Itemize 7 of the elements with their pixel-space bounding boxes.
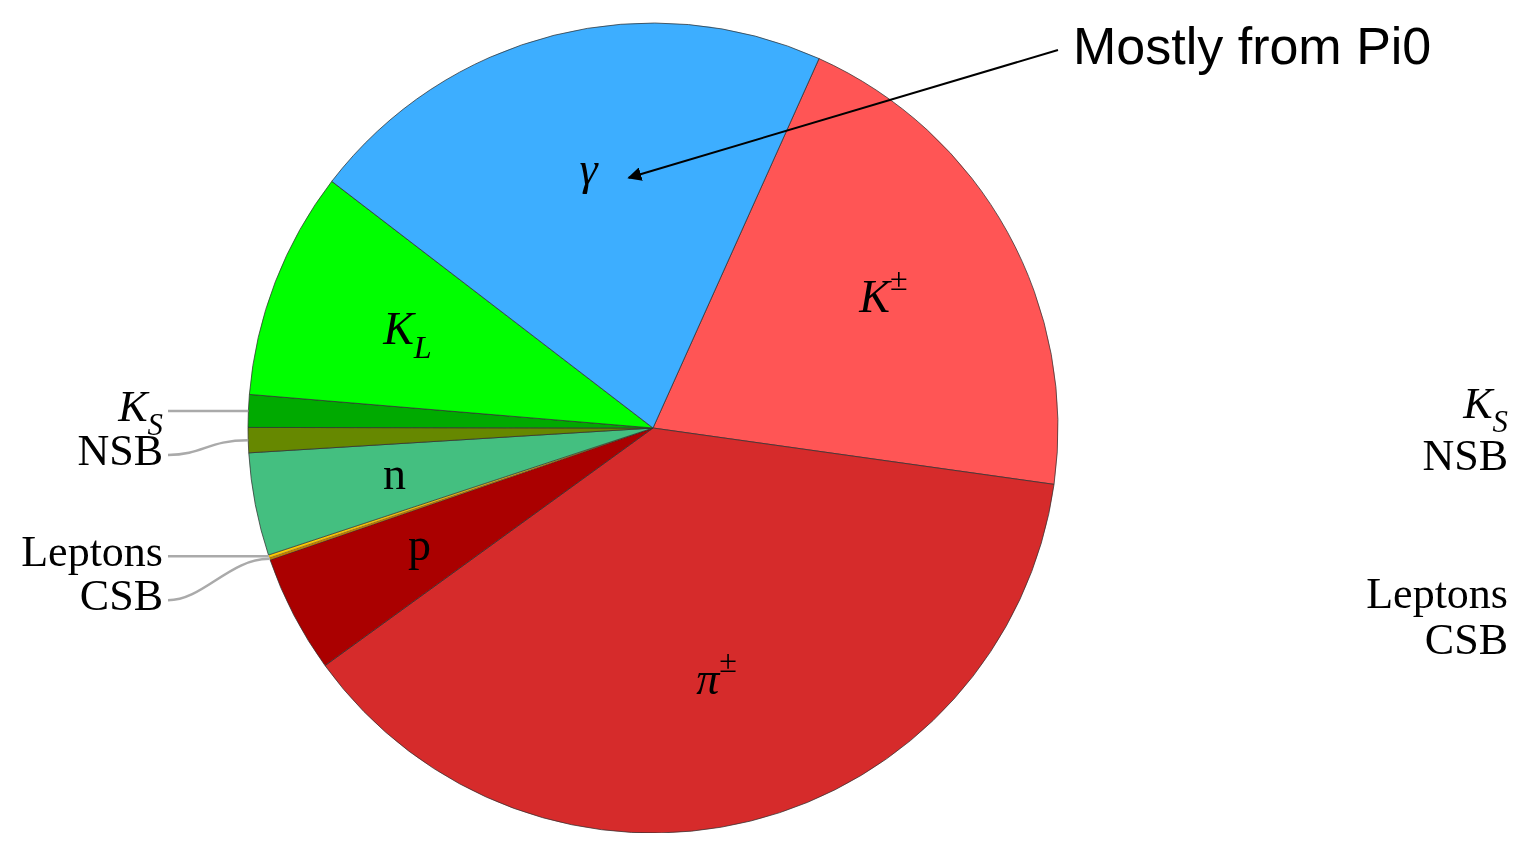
slice-label: γ (579, 142, 600, 194)
slice-label: K$_{L}$ (382, 302, 432, 366)
slice-label: K$^{±}$ (858, 261, 908, 322)
slice-label: n (383, 447, 406, 499)
slice-label: π$^{±}$ (696, 643, 737, 705)
slice-label: p (407, 518, 431, 570)
text: Mostly from Pi0 (1073, 16, 1432, 75)
